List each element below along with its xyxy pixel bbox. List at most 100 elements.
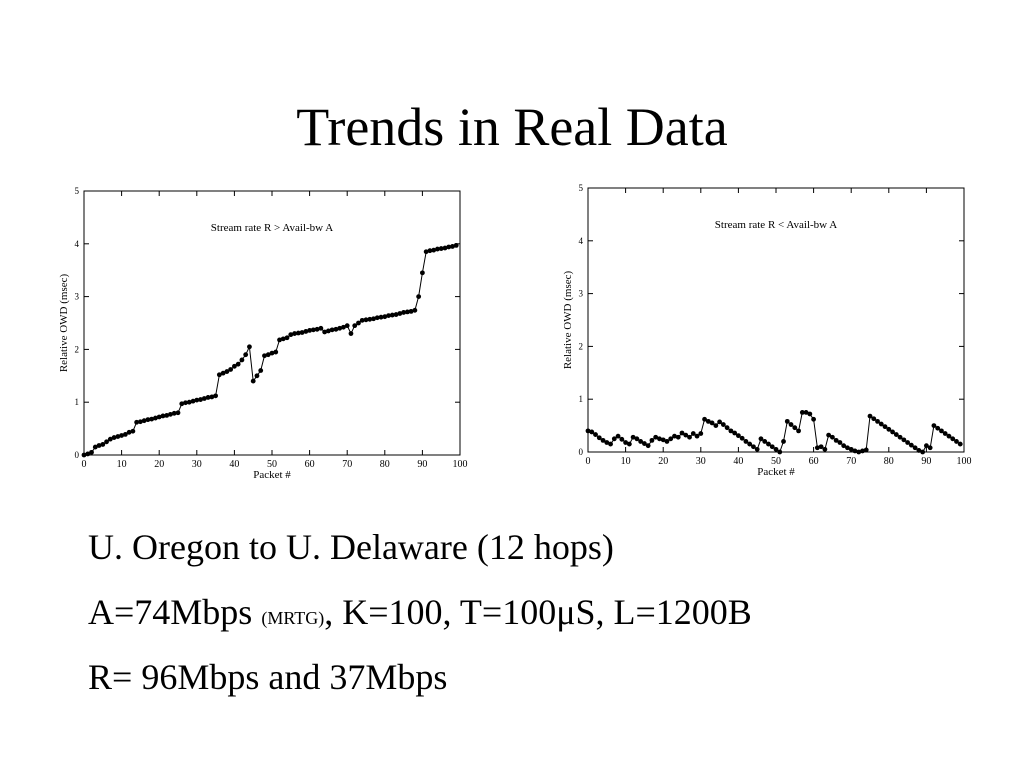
data-point [239, 357, 245, 363]
data-point [762, 439, 768, 444]
data-point [608, 441, 613, 447]
data-point [265, 352, 271, 358]
data-point [247, 344, 252, 350]
data-point [352, 323, 358, 329]
chart-annotation: Stream rate R < Avail-bw A [715, 219, 837, 231]
data-point [728, 428, 734, 434]
data-point [942, 431, 948, 436]
x-tick-label: 100 [453, 459, 468, 470]
data-point [596, 435, 602, 441]
data-point [736, 433, 741, 439]
y-tick-label: 4 [579, 236, 584, 246]
data-point [322, 329, 328, 335]
data-point [363, 317, 369, 323]
x-tick-label: 10 [117, 459, 127, 470]
data-point [344, 323, 350, 329]
data-point [273, 349, 279, 355]
x-tick-label: 0 [82, 459, 87, 470]
x-tick-label: 80 [380, 459, 390, 470]
x-axis-label: Packet # [757, 466, 795, 478]
data-point [634, 436, 640, 442]
rates-text: R= 96Mbps and 37Mbps [88, 657, 448, 697]
data-point [262, 353, 267, 359]
data-point [175, 410, 181, 416]
data-point [950, 436, 956, 442]
data-point [649, 437, 655, 443]
x-tick-label: 20 [154, 459, 164, 470]
data-point [698, 431, 704, 436]
data-point [747, 441, 753, 447]
data-point [431, 247, 437, 253]
data-point [81, 452, 87, 458]
data-point [897, 434, 903, 440]
data-point [295, 330, 301, 336]
x-tick-label: 100 [957, 456, 972, 467]
data-point [717, 419, 722, 425]
y-axis-label: Relative OWD (msec) [562, 270, 574, 369]
data-point [119, 433, 124, 438]
data-point [85, 451, 91, 457]
data-point [600, 437, 606, 443]
owd-chart-left: 0 10 20 30 40 50 60 70 80 90 100 0 1 2 3 4 5 Packet # Rela… [58, 186, 468, 481]
bullet-list: U. Oregon to U. Delaware (12 hops) A=74M… [88, 520, 752, 715]
data-point [777, 449, 783, 455]
params-text-a: A=74Mbps [88, 592, 262, 632]
data-point [687, 434, 692, 440]
x-tick-label: 90 [417, 459, 427, 470]
data-point [149, 416, 155, 422]
y-tick-label: 4 [75, 239, 80, 249]
data-point [713, 423, 719, 428]
data-point [420, 270, 425, 276]
x-tick-label: 40 [229, 459, 239, 470]
data-point [657, 436, 662, 442]
owd-chart-right: 0 10 20 30 40 50 60 70 80 90 100 0 1 2 3 4 5 Packet # Rela… [562, 183, 972, 478]
data-point [589, 429, 595, 435]
data-point [446, 244, 452, 250]
data-point [307, 327, 312, 333]
data-point [908, 442, 914, 448]
data-point [724, 425, 730, 431]
data-point [653, 434, 659, 440]
data-point [720, 422, 726, 427]
data-point [694, 433, 700, 439]
y-tick-label: 5 [75, 186, 80, 196]
data-point [168, 411, 173, 417]
data-point [438, 246, 444, 251]
data-point [371, 316, 376, 322]
data-point [205, 395, 211, 400]
data-point [412, 307, 418, 313]
data-point [96, 443, 102, 448]
data-point [224, 369, 230, 374]
data-point [882, 424, 888, 430]
data-point [250, 378, 256, 384]
data-point [638, 439, 644, 444]
y-tick-label: 1 [579, 394, 584, 404]
data-point [784, 418, 790, 424]
data-point [818, 444, 824, 450]
data-point [604, 440, 610, 445]
data-point [107, 436, 113, 442]
bullet-rates: R= 96Mbps and 37Mbps [88, 650, 752, 715]
data-point [792, 425, 798, 431]
data-point [807, 411, 813, 417]
data-point [886, 426, 892, 432]
data-point [954, 439, 959, 444]
data-point [796, 428, 801, 434]
data-point [194, 397, 200, 403]
data-point [905, 440, 910, 445]
data-point [705, 418, 711, 424]
data-point [183, 400, 188, 406]
data-point [822, 446, 828, 452]
x-tick-label: 90 [921, 456, 931, 467]
data-point [893, 432, 899, 437]
data-point [179, 401, 185, 407]
data-point [228, 367, 234, 372]
data-point [860, 448, 865, 454]
data-point [833, 437, 839, 443]
params-source: (MRTG) [261, 608, 325, 628]
data-point [931, 423, 937, 428]
data-point [277, 337, 282, 343]
x-tick-label: 80 [884, 456, 894, 467]
data-point [852, 448, 858, 454]
data-point [856, 449, 862, 455]
